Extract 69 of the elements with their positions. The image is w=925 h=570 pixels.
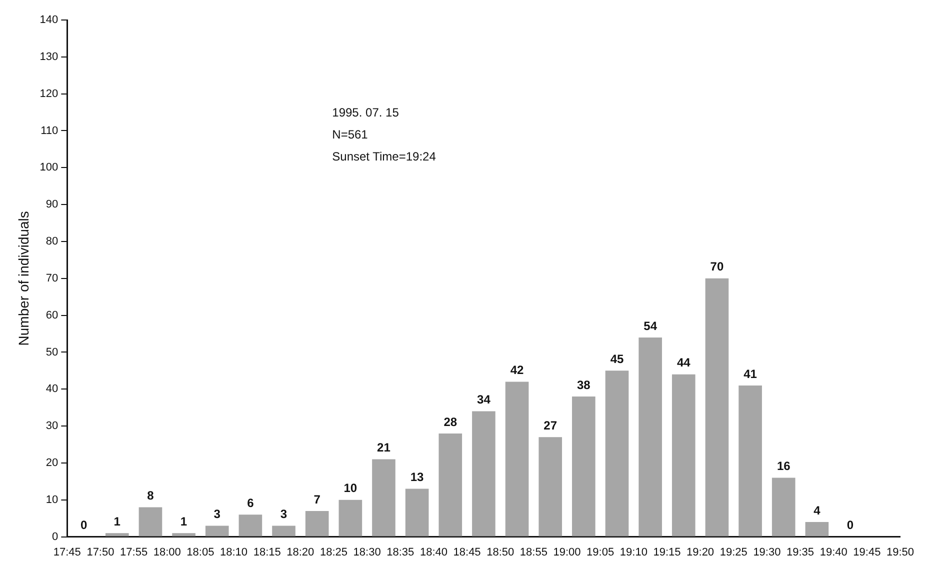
x-tick-label: 18:35 [386,546,414,558]
annotation: 1995. 07. 15 [332,105,400,120]
x-tick-label: 19:25 [720,546,748,558]
data-label: 54 [644,318,658,333]
data-label: 0 [80,518,88,532]
data-label: 45 [610,352,624,366]
x-tick-label: 17:45 [53,546,81,558]
data-label: 41 [744,366,758,381]
x-tick-label: 19:05 [586,546,614,558]
data-label: 0 [846,518,854,532]
data-label: 3 [214,507,221,522]
x-tick-label: 18:20 [286,546,314,558]
data-label: 6 [247,496,254,510]
x-tick-label: 19:30 [753,546,781,558]
x-tick-label: 18:50 [486,546,514,558]
x-tick-label: 19:00 [553,546,581,558]
x-tick-label: 18:30 [353,546,381,558]
data-label: 1 [114,514,121,528]
y-axis-title: Number of individuals [15,211,32,346]
x-tick-label: 19:35 [786,546,814,558]
y-tick-label: 90 [46,198,58,211]
x-tick-label: 19:20 [686,546,714,558]
data-label: 4 [814,503,821,518]
data-label: 7 [314,492,321,506]
x-tick-label: 18:40 [420,546,448,558]
y-tick-label: 10 [46,494,58,506]
data-label: 38 [576,378,591,392]
data-label: 8 [147,488,154,503]
data-label: 21 [377,440,391,455]
y-tick-label: 70 [46,272,58,284]
data-label: 27 [544,418,558,432]
data-label: 1 [180,514,188,528]
y-tick-label: 50 [46,346,58,358]
x-tick-label: 18:15 [253,546,281,558]
y-tick-label: 80 [46,236,58,248]
x-tick-label: 18:55 [520,546,548,558]
y-tick-label: 40 [46,383,58,396]
x-tick-label: 18:05 [186,546,214,558]
x-tick-label: 17:55 [120,546,148,558]
x-tick-label: 18:00 [153,546,181,558]
x-tick-label: 17:50 [86,546,114,558]
y-tick-label: 130 [40,50,58,63]
x-tick-label: 19:40 [820,546,848,558]
x-tick-label: 19:45 [853,546,881,558]
data-label: 3 [280,507,288,522]
x-tick-label: 19:50 [886,546,914,558]
y-tick-label: 0 [52,530,58,543]
y-tick-label: 120 [40,88,58,100]
annotation: Sunset Time=19:24 [332,149,436,164]
y-tick-label: 110 [40,124,58,137]
data-label: 34 [477,392,491,407]
data-label: 28 [444,414,458,429]
y-tick-label: 20 [46,457,58,470]
data-label: 70 [710,260,724,274]
x-tick-label: 19:10 [620,546,648,558]
x-tick-label: 19:15 [653,546,681,558]
y-tick-label: 100 [40,162,58,174]
y-tick-label: 30 [46,420,58,432]
data-label: 44 [676,356,691,370]
y-tick-label: 60 [46,309,58,322]
x-tick-label: 18:10 [220,546,248,558]
data-label: 42 [510,363,524,378]
annotation: N=561 [332,127,368,142]
data-label: 16 [776,459,791,474]
data-label: 10 [344,481,358,496]
x-tick-label: 18:25 [320,546,348,558]
y-tick-label: 140 [40,14,58,26]
data-label: 13 [410,470,424,484]
x-tick-label: 18:45 [453,546,481,558]
